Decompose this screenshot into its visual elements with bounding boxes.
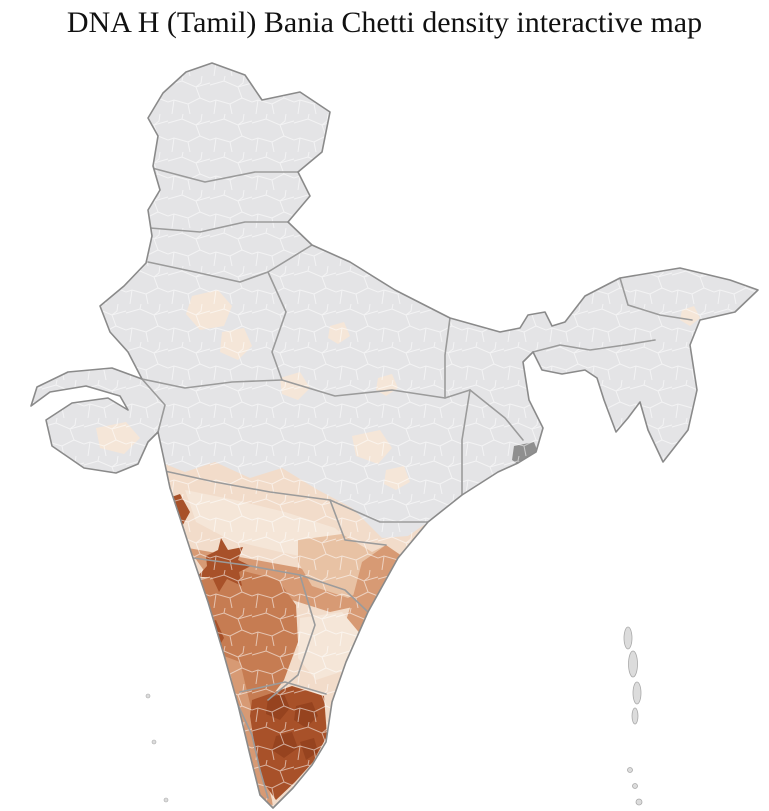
lakshadweep-islands[interactable] [145, 693, 169, 803]
state-borders [141, 167, 693, 799]
district-grid [31, 63, 758, 808]
national-outline [30, 62, 759, 809]
andaman-nicobar-islands[interactable] [623, 626, 643, 806]
page-title: DNA H (Tamil) Bania Chetti density inter… [66, 6, 703, 39]
